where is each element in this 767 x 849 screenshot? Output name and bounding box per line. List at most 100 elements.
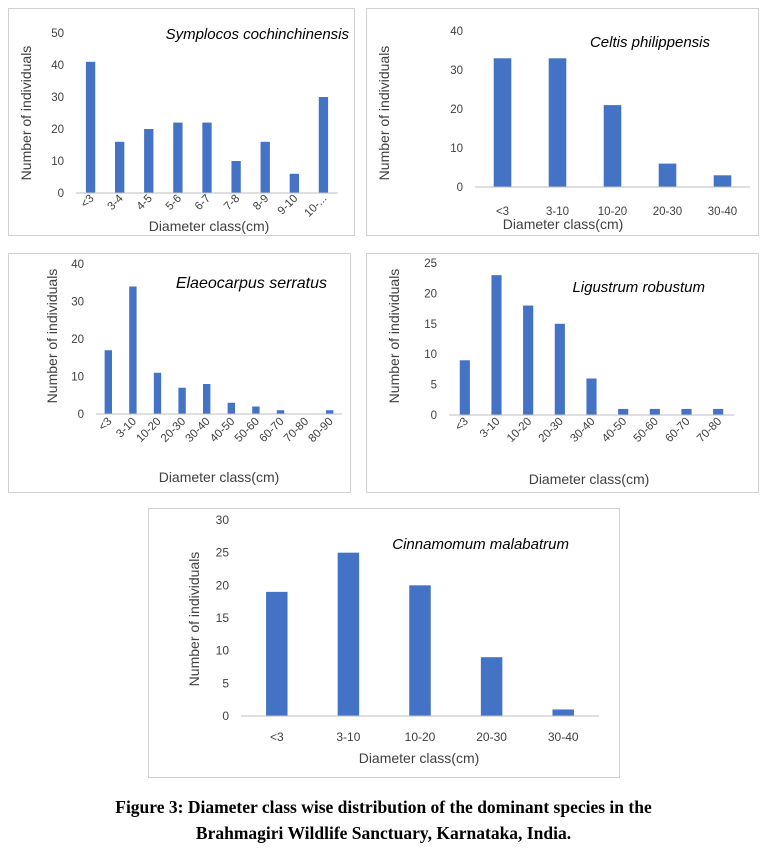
x-tick-label: <3: [270, 730, 284, 744]
x-tick-label: <3: [496, 206, 509, 218]
chart-panel-elaeocarpus: 0 10 20 30 40 <3 3-10 10-20 20-30 30-40 40-50 50-60…: [8, 253, 351, 493]
x-tick-label: 4-5: [135, 193, 155, 213]
chart-panel-ligustrum: 0 5 10 15 20 25 <3 3-10 10-20 20-30 30-40 40-50 50-6…: [366, 253, 759, 493]
bar: [173, 122, 183, 193]
bar: [85, 61, 96, 193]
y-tick-label: 5: [222, 676, 229, 690]
bar: [409, 585, 431, 716]
y-tick-label: 20: [51, 124, 64, 136]
chart-title: Elaeocarpus serratus: [176, 275, 327, 292]
bar: [231, 161, 241, 193]
bar: [681, 408, 692, 415]
y-tick-label: 15: [216, 611, 230, 625]
y-tick-label: 30: [51, 92, 64, 104]
bar: [493, 58, 512, 187]
y-axis-label: Number of individuals: [186, 552, 202, 687]
x-tick-label: 20-30: [537, 416, 566, 445]
y-tick-label: 30: [216, 513, 230, 527]
x-tick-label: 8-9: [251, 193, 271, 213]
y-tick-label: 10: [424, 349, 437, 361]
bar: [252, 406, 260, 414]
x-tick-label: 7-8: [222, 193, 242, 213]
y-tick-label: 10: [216, 644, 230, 658]
x-tick-label: 5-6: [164, 193, 184, 213]
y-tick-label: 20: [216, 578, 230, 592]
y-axis-label: Number of individuals: [386, 269, 402, 404]
bar: [266, 591, 288, 716]
x-tick-label: 60-70: [257, 416, 286, 445]
x-tick-label: 60-70: [663, 416, 692, 445]
y-tick-label: 20: [71, 334, 84, 346]
bar: [459, 360, 470, 415]
bar: [491, 275, 502, 415]
x-axis-label: Diameter class(cm): [503, 216, 624, 232]
x-tick-label: 50-60: [632, 416, 661, 445]
y-tick-label: 25: [424, 258, 437, 270]
bar: [129, 286, 137, 414]
bar: [337, 552, 360, 716]
x-tick-label: 20-30: [653, 206, 682, 218]
bar: [153, 372, 162, 414]
x-tick-label: 10-20: [134, 416, 163, 445]
bar: [202, 122, 212, 193]
chart-cinnamomum: 0 5 10 15 20 25 30 <3 3-10 10-20 20-30 30-40 Cinnamo…: [186, 513, 599, 766]
chart-ligustrum: 0 5 10 15 20 25 <3 3-10 10-20 20-30 30-40 40-50 50-6…: [386, 258, 734, 487]
y-tick-label: 0: [431, 410, 437, 422]
figure-caption-line-1: Figure 3: Diameter class wise distributi…: [115, 797, 652, 817]
chart-symplocos: 0 10 20 30 40 50 <3 3-4 4-5 5-6 6-7 7-8 8-9 9-10 10-..…: [18, 26, 350, 234]
bar: [276, 410, 285, 414]
bar: [649, 408, 660, 415]
x-tick-label: 10-20: [598, 206, 627, 218]
chart-panel-cinnamomum: 0 5 10 15 20 25 30 <3 3-10 10-20 20-30 30-40 Cinnamo…: [148, 508, 620, 778]
figure-caption: Figure 3: Diameter class wise distributi…: [0, 794, 767, 846]
x-tick-label: 40-50: [208, 416, 237, 445]
x-axis-label: Diameter class(cm): [159, 469, 280, 485]
chart-celtis: 0 10 20 30 40 <3 3-10 10-20 20-30 30-40 Celtis phi…: [376, 26, 750, 232]
y-tick-label: 40: [51, 60, 64, 72]
x-tick-label: 3-10: [336, 730, 360, 744]
x-tick-label: 9-10: [276, 193, 301, 218]
x-tick-label: 6-7: [193, 193, 213, 213]
bar: [115, 141, 125, 193]
bar: [289, 173, 299, 193]
x-axis-label: Diameter class(cm): [359, 750, 480, 766]
chart-panel-celtis: 0 10 20 30 40 <3 3-10 10-20 20-30 30-40 Celtis phi…: [366, 8, 759, 236]
figure-caption-line-2: Brahmagiri Wildlife Sanctuary, Karnataka…: [195, 823, 572, 843]
y-tick-label: 30: [450, 65, 463, 77]
x-axis-label: Diameter class(cm): [149, 218, 270, 234]
chart-title: Cinnamomum malabatrum: [392, 536, 569, 553]
x-tick-label: 3-4: [106, 192, 127, 213]
y-axis-label: Number of individuals: [44, 269, 60, 404]
x-tick-label: 70-80: [695, 416, 724, 445]
bar: [554, 323, 565, 415]
y-axis-label: Number of individuals: [376, 46, 392, 181]
bar: [552, 709, 574, 716]
x-tick-label: 30-40: [548, 730, 579, 744]
bar: [480, 657, 503, 716]
x-tick-label: 30-40: [568, 416, 597, 445]
y-tick-label: 25: [216, 546, 230, 560]
bar: [260, 141, 270, 193]
y-tick-label: 0: [58, 188, 64, 200]
y-tick-label: 10: [450, 143, 463, 155]
bar: [326, 410, 334, 414]
bar: [144, 129, 154, 193]
y-tick-label: 40: [450, 26, 463, 38]
y-tick-label: 30: [71, 297, 84, 309]
x-tick-label: 10-...: [303, 193, 330, 220]
bar: [523, 305, 534, 415]
chart-title: Symplocos cochinchinensis: [166, 26, 350, 43]
bar: [658, 163, 677, 187]
y-tick-label: 0: [78, 409, 84, 421]
x-tick-label: 10-20: [405, 730, 436, 744]
bar: [713, 408, 724, 415]
y-tick-label: 15: [424, 319, 437, 331]
x-tick-label: 3-10: [478, 416, 503, 441]
x-tick-label: 40-50: [600, 416, 629, 445]
x-tick-label: 30-40: [708, 206, 737, 218]
x-tick-label: 10-20: [505, 416, 534, 445]
chart-title: Celtis philippensis: [590, 34, 711, 51]
x-tick-label: 3-10: [546, 206, 569, 218]
y-tick-label: 0: [222, 709, 229, 723]
